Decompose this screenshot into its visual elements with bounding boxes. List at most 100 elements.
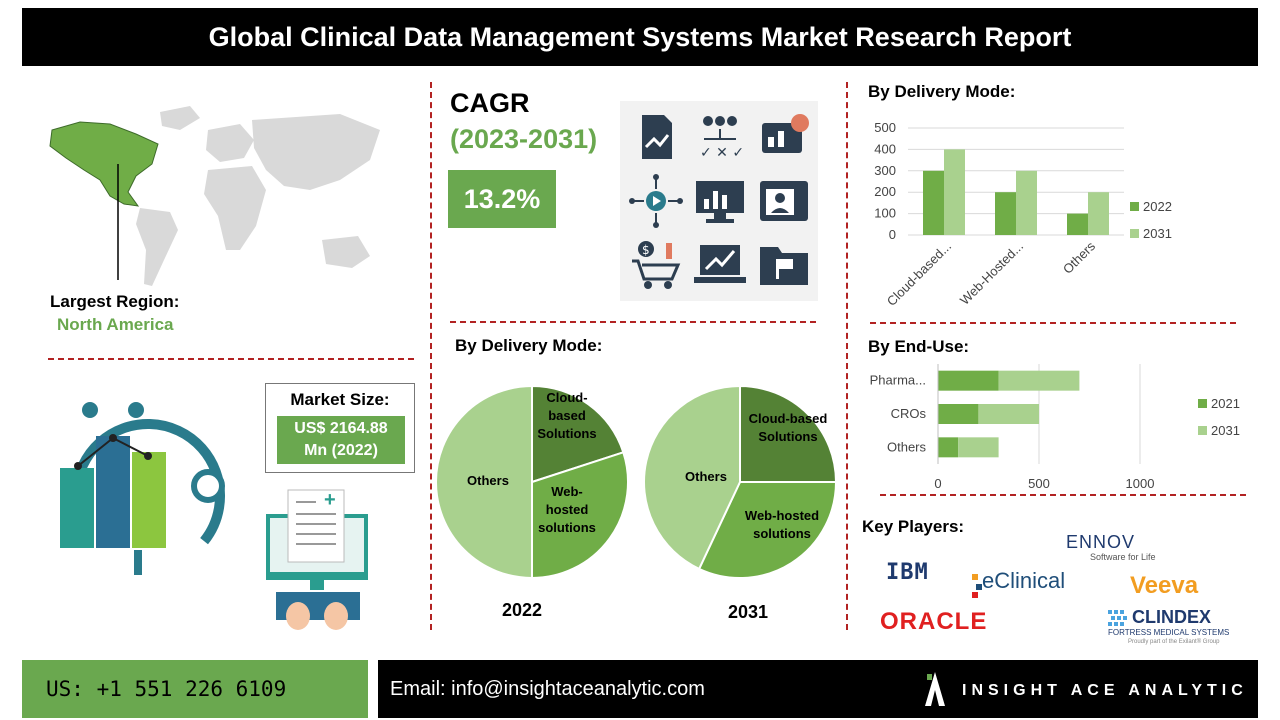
market-size-card: Market Size: US$ 2164.88 Mn (2022): [265, 383, 415, 473]
market-size-value-line1: US$ 2164.88: [294, 420, 388, 437]
network-play-icon: [629, 174, 683, 228]
africa-shape: [204, 166, 266, 250]
south-america-shape: [136, 208, 178, 286]
key-players-title: Key Players:: [862, 517, 965, 536]
largest-region-label: Largest Region:: [50, 292, 180, 311]
pie1-year: 2022: [502, 600, 543, 620]
y-tick-label: 100: [874, 206, 896, 221]
y-tick-label: Others: [887, 439, 927, 454]
cagr-label: CAGR: [450, 88, 530, 118]
stethoscope-earpiece-left: [82, 402, 98, 418]
legend-label: 2031: [1143, 226, 1172, 241]
footer-phone: US: +1 551 226 6109: [22, 660, 368, 718]
legend-swatch: [1130, 202, 1139, 211]
hbar-2021: [938, 370, 999, 391]
eclinical-logo: eClinical: [982, 568, 1066, 593]
hbar-2031: [978, 404, 1039, 424]
hbar-2031: [958, 437, 999, 458]
world-map: [49, 106, 380, 286]
pie-slice: [531, 451, 629, 580]
y-tick-label: 200: [874, 184, 896, 199]
stethoscope-earpiece-right: [128, 402, 144, 418]
pie2-label-web: Web-hosted solutions: [744, 508, 820, 541]
largest-region-value: North America: [57, 315, 174, 334]
legend-swatch: [1198, 426, 1207, 435]
flag-folder-icon: [760, 247, 808, 285]
delivery-mode-bar-chart: 0 100 200 300 400 500 Cloud-based... Web-Hosted…: [874, 120, 1172, 309]
svg-text:✓ ✕ ✓: ✓ ✕ ✓: [700, 145, 744, 161]
bar-2031: [944, 149, 965, 235]
brand-name: INSIGHT ACE ANALYTIC: [962, 682, 1248, 699]
pie-charts: [435, 384, 838, 580]
oracle-logo: ORACLE: [880, 608, 988, 635]
europe-shape: [206, 124, 254, 162]
hbar-2021: [938, 437, 959, 458]
pie1-label-cloud: Cloud-based Solutions: [537, 390, 597, 441]
pie1-label-web: Web-hosted solutions: [538, 484, 596, 535]
legend-swatch: [1130, 229, 1139, 238]
y-tick-label: 400: [874, 141, 896, 156]
pie-slice: [697, 481, 838, 579]
legend-label: 2031: [1211, 423, 1240, 438]
y-tick-label: 500: [874, 120, 896, 135]
y-tick-label: CROs: [891, 406, 927, 421]
clindex-tagline: FORTRESS MEDICAL SYSTEMS: [1108, 628, 1230, 637]
money-cart-icon: $: [632, 241, 681, 289]
veeva-logo: Veeva: [1130, 572, 1199, 599]
hbar-2021: [938, 404, 979, 424]
y-tick-label: 300: [874, 163, 896, 178]
clindex-mark-icon: [1108, 610, 1127, 626]
bar-green: [132, 452, 166, 548]
end-use-bar-chart: 0 500 1000 Pharma... CROs Others 2021 2031: [870, 364, 1240, 491]
stethoscope-chestpiece: [191, 469, 225, 503]
divider-region: [48, 358, 414, 360]
pie2-year: 2031: [728, 602, 769, 622]
analytics-screen-icon: [762, 114, 809, 153]
hbar-2031: [998, 370, 1080, 391]
x-tick-label: Web-Hosted...: [957, 239, 1026, 308]
divider-enduse: [880, 494, 1246, 496]
bar-blue: [96, 436, 130, 548]
footer-bar: Email: info@insightaceanalytic.com INSIG…: [378, 660, 1258, 718]
pie-slice: [531, 384, 625, 484]
divider-right: [846, 82, 848, 630]
monitor-chart-icon: [696, 181, 744, 223]
bar-2022: [1067, 213, 1088, 235]
pie-slice: [739, 384, 838, 483]
x-tick-label: 1000: [1126, 476, 1155, 491]
greenland-shape: [160, 106, 200, 130]
legend-label: 2021: [1211, 396, 1240, 411]
svg-text:$: $: [642, 243, 650, 257]
x-tick-label: Cloud-based...: [884, 239, 954, 309]
bar-2031: [1088, 192, 1109, 235]
cagr-value: 13.2%: [448, 170, 556, 228]
bar-chart-title: By Delivery Mode:: [868, 82, 1016, 101]
ennov-tagline: Software for Life: [1090, 552, 1156, 562]
hbar-chart-title: By End-Use:: [868, 337, 970, 356]
ibm-logo: IBM: [886, 560, 929, 585]
document-chart-icon: [642, 115, 672, 159]
pie2-label-cloud: Cloud-based Solutions: [748, 411, 828, 444]
clindex-subtagline: Proudly part of the Exilant® Group: [1128, 639, 1220, 645]
north-america-shape: [49, 121, 159, 207]
pie1-label-others: Others: [467, 473, 509, 488]
divider-barchart: [870, 322, 1236, 324]
legend-label: 2022: [1143, 199, 1172, 214]
cagr-period: (2023-2031): [450, 124, 598, 154]
y-tick-label: Pharma...: [870, 373, 926, 388]
clindex-logo: CLINDEX: [1132, 607, 1212, 627]
market-size-value-line2: Mn (2022): [304, 442, 378, 459]
ennov-logo: ENNOV: [1066, 532, 1136, 552]
x-tick-label: 0: [934, 476, 941, 491]
laptop-growth-icon: [694, 245, 746, 283]
footer-email[interactable]: Email: info@insightaceanalytic.com: [390, 678, 705, 700]
hand-right: [324, 602, 348, 630]
pie-slice: [435, 384, 533, 580]
bar-2031: [1016, 170, 1037, 235]
asia-shape: [252, 114, 380, 190]
hand-left: [286, 602, 310, 630]
x-tick-label: 500: [1028, 476, 1050, 491]
page-title: Global Clinical Data Management Systems …: [22, 8, 1258, 66]
bar-2022: [995, 192, 1016, 235]
market-size-label: Market Size:: [290, 390, 390, 409]
